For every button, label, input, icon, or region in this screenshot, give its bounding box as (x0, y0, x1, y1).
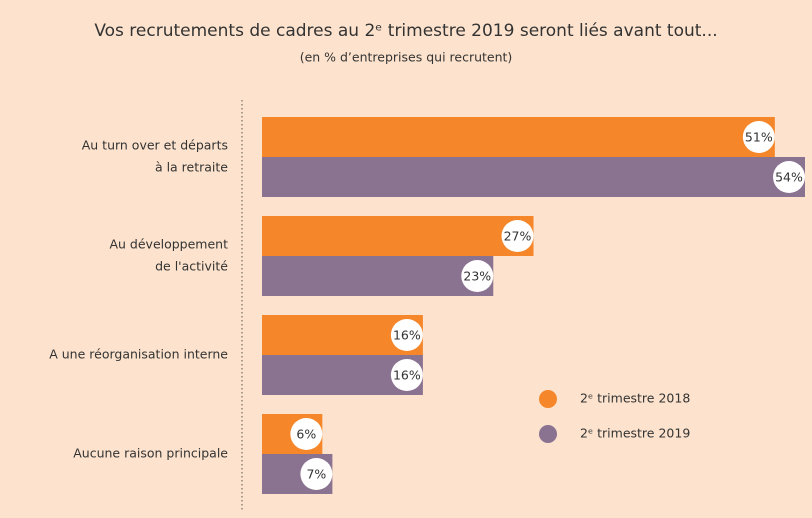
value-label: 23% (463, 269, 491, 284)
value-label: 16% (393, 368, 421, 383)
chart-title: Vos recrutements de cadres au 2ᵉ trimest… (94, 21, 717, 41)
bar (262, 157, 805, 197)
y-tick-label: Au turn over et départs (82, 138, 228, 153)
value-badge (390, 359, 423, 391)
y-tick-label: Aucune raison principale (73, 446, 228, 461)
value-label: 27% (504, 229, 532, 244)
bar (262, 216, 534, 256)
value-badge (290, 418, 323, 450)
y-tick-label: de l'activité (155, 259, 228, 274)
value-badge (300, 458, 333, 490)
value-label: 16% (393, 328, 421, 343)
value-badge (390, 319, 423, 351)
value-badge (742, 121, 775, 153)
legend-marker (539, 390, 557, 408)
value-badge (501, 220, 534, 252)
y-tick-label: Au développement (109, 237, 228, 252)
value-label: 51% (745, 130, 773, 145)
value-label: 54% (775, 170, 803, 185)
y-tick-label: A une réorganisation interne (49, 347, 228, 362)
value-label: 7% (306, 467, 326, 482)
legend-label: 2ᵉ trimestre 2019 (580, 426, 690, 441)
legend-marker (539, 425, 557, 443)
y-tick-label: à la retraite (155, 160, 228, 175)
value-badge (461, 260, 494, 292)
value-label: 6% (296, 427, 316, 442)
chart-subtitle: (en % d’entreprises qui recrutent) (300, 50, 513, 65)
bar (262, 256, 494, 296)
legend-label: 2ᵉ trimestre 2018 (580, 391, 690, 406)
value-badge (773, 161, 805, 193)
bar (262, 117, 775, 157)
